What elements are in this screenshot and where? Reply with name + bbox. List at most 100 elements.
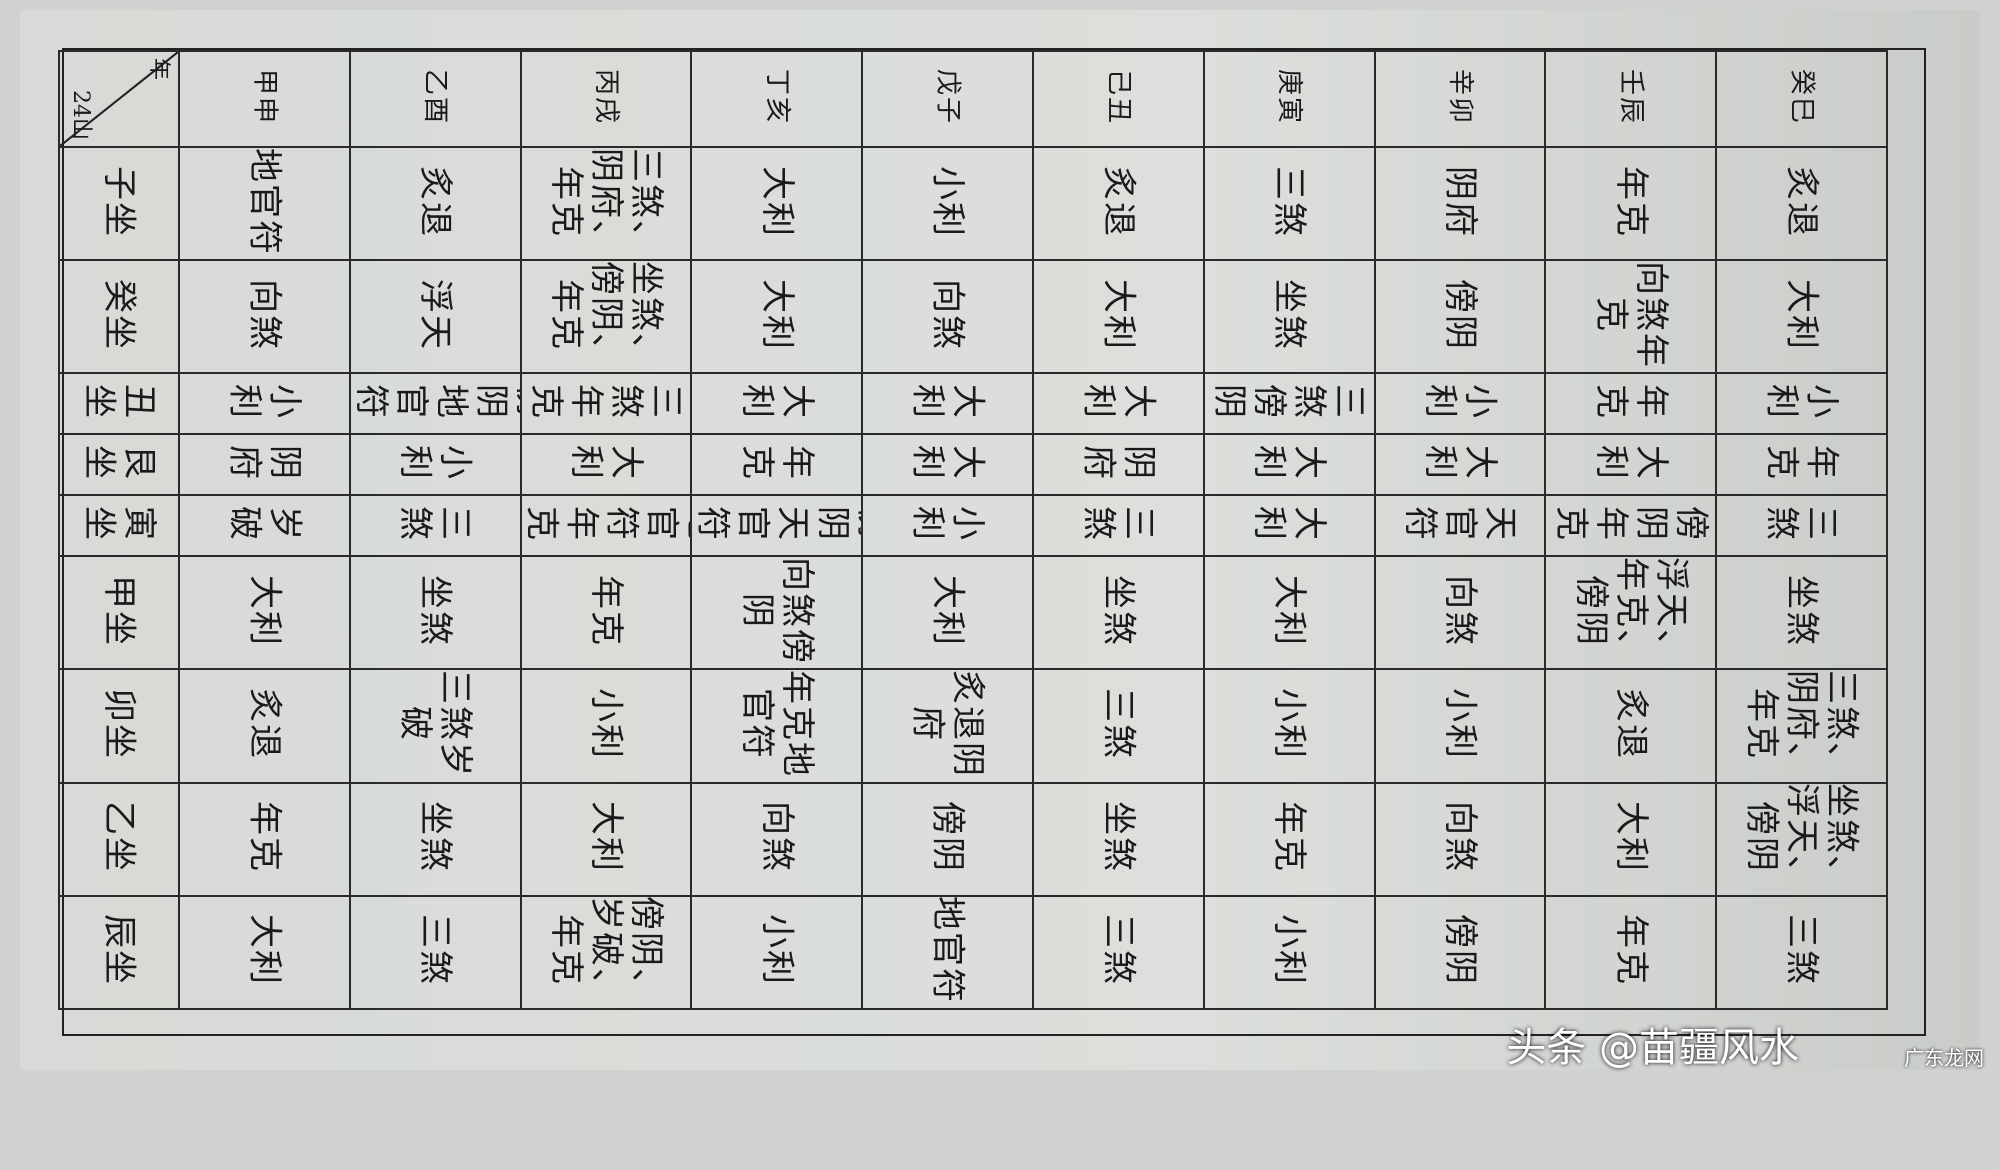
cell-value: 大利 xyxy=(244,914,285,987)
year-header: 癸巳 xyxy=(1715,50,1888,148)
table-cell: 小利 xyxy=(1202,894,1376,1011)
table-cell: 炙退阴府 xyxy=(861,668,1034,784)
cell-value: 三煞 xyxy=(1761,505,1842,542)
cell-value: 炙退 xyxy=(1098,165,1139,238)
table-cell: 三煞 xyxy=(1031,894,1205,1011)
table-cell: 三煞年克 xyxy=(519,372,693,436)
table-cell: 小利 xyxy=(861,494,1034,558)
cell-value: 阴府 xyxy=(1439,165,1480,238)
cell-value: 年克 xyxy=(1590,383,1671,420)
cell-value: 傍阴、岁破、年克 xyxy=(545,896,666,1005)
table-row: 辰坐 大利 三煞 傍阴、岁破、年克 小利 地官符 三煞 小利 傍阴 年克 三煞 xyxy=(58,894,1888,1011)
table-cell: 坐煞 xyxy=(1031,781,1205,897)
cell-value: 小利 xyxy=(1439,687,1480,760)
table-cell: 三煞岁破 xyxy=(348,668,522,784)
table-row: 子坐 地官符 炙退 三煞、阴府、年克 大利 小利 炙退 三煞 阴府 年克 炙退 xyxy=(58,145,1888,262)
mountain-header: 子坐 xyxy=(58,145,180,262)
year-label: 癸巳 xyxy=(1786,68,1817,125)
table-cell: 向煞傍阴 xyxy=(690,555,864,671)
table-cell: 年克 xyxy=(1544,372,1718,436)
mountain-label: 丑坐 xyxy=(79,383,159,420)
table-cell: 炙退 xyxy=(348,145,522,262)
cell-value: 三煞 xyxy=(1078,505,1159,542)
cell-value: 三煞 xyxy=(395,505,476,542)
header-row: 年 24山 甲申 乙酉 丙戌 丁亥 戊子 己丑 庚寅 辛卯 壬辰 癸巳 xyxy=(58,50,1888,148)
table-cell: 岁破 xyxy=(178,494,351,558)
mountain-header: 卯坐 xyxy=(58,668,180,784)
mountain-header: 癸坐 xyxy=(58,259,180,375)
mountain-label: 寅坐 xyxy=(79,505,159,542)
cell-value: 小利 xyxy=(756,914,797,987)
table-cell: 傍阴 xyxy=(1373,894,1547,1011)
cell-value: 傍阴 xyxy=(1439,278,1480,351)
table-cell: 向煞 xyxy=(1373,555,1547,671)
table-cell: 小利 xyxy=(1373,372,1547,436)
cell-value: 炙退 xyxy=(1781,165,1822,238)
table-cell: 大利 xyxy=(178,894,351,1011)
table-cell: 大利 xyxy=(690,372,864,436)
mountain-header: 丑坐 xyxy=(58,372,180,436)
table-cell: 傍阴年克 xyxy=(1544,494,1718,558)
table-cell: 三煞 xyxy=(1202,145,1376,262)
cell-value: 小利 xyxy=(927,165,968,238)
table-cell: 向煞 xyxy=(1373,781,1547,897)
cell-value: 三煞 xyxy=(1098,914,1139,987)
cell-value: 坐煞 xyxy=(1098,574,1139,647)
mountain-label: 乙坐 xyxy=(99,801,139,874)
table-cell: 三煞 xyxy=(1715,494,1888,558)
table-cell: 大利 xyxy=(1031,372,1205,436)
table-cell: 地官符 xyxy=(861,894,1034,1011)
cell-value: 小利 xyxy=(224,383,305,420)
table-cell: 三煞 xyxy=(1715,894,1888,1011)
year-label: 壬辰 xyxy=(1615,68,1646,125)
mountain-header: 辰坐 xyxy=(58,894,180,1011)
cell-value: 傍阴 xyxy=(927,801,968,874)
cell-value: 坐煞 xyxy=(415,801,456,874)
table-cell: 大利 xyxy=(1544,433,1718,497)
table-cell: 炙退 xyxy=(1031,145,1205,262)
table-cell: 傍阴 xyxy=(861,781,1034,897)
table-cell: 大利 xyxy=(519,781,693,897)
table-cell: 年克 xyxy=(1544,894,1718,1011)
year-header: 丁亥 xyxy=(690,50,864,148)
watermark-corner: 广东龙网 xyxy=(1904,1046,1984,1070)
mountain-label: 癸坐 xyxy=(99,278,139,351)
table-cell: 小利 xyxy=(178,372,351,436)
cell-value: 坐煞 xyxy=(415,574,456,647)
table-cell: 向煞年克 xyxy=(1544,259,1718,375)
cell-value: 年克 xyxy=(1761,444,1842,481)
cell-value: 小利 xyxy=(395,444,476,481)
table-cell: 浮天、年克、傍阴 xyxy=(1544,555,1718,671)
cell-value: 年克 xyxy=(1610,165,1651,238)
table-cell: 年克地官符 xyxy=(690,668,864,784)
table-cell: 地官符年克 xyxy=(519,494,693,558)
year-header: 辛卯 xyxy=(1373,50,1547,148)
table-row: 艮坐 阴府 小利 大利 年克 大利 阴府 大利 大利 大利 年克 xyxy=(58,433,1888,497)
mountain-label: 24山 xyxy=(68,90,93,140)
cell-value: 大利 xyxy=(756,278,797,351)
year-label: 己丑 xyxy=(1103,68,1134,125)
cell-value: 小利 xyxy=(1269,687,1310,760)
table-cell: 三煞、阴府、年克 xyxy=(519,145,693,262)
year-header: 己丑 xyxy=(1031,50,1205,148)
cell-value: 大利 xyxy=(1781,278,1822,351)
year-header: 丙戌 xyxy=(519,50,693,148)
table-cell: 小利 xyxy=(690,894,864,1011)
table-cell: 小利 xyxy=(861,145,1034,262)
mountain-header: 寅坐 xyxy=(58,494,180,558)
cell-value: 坐煞 xyxy=(1781,574,1822,647)
cell-value: 炙退阴府 xyxy=(907,669,988,778)
cell-value: 小利 xyxy=(1761,383,1842,420)
mountain-label: 卯坐 xyxy=(99,687,139,760)
table-cell: 年克 xyxy=(1544,145,1718,262)
table-cell: 大利 xyxy=(861,433,1034,497)
cell-value: 年克 xyxy=(1610,914,1651,987)
year-header: 壬辰 xyxy=(1544,50,1718,148)
diagonal-divider xyxy=(61,53,177,145)
year-label: 庚寅 xyxy=(1274,68,1305,125)
cell-value: 三煞 xyxy=(1098,687,1139,760)
table-cell: 向煞 xyxy=(690,781,864,897)
mountain-header: 甲坐 xyxy=(58,555,180,671)
cell-value: 年克 xyxy=(736,444,817,481)
cell-value: 大利 xyxy=(1610,801,1651,874)
